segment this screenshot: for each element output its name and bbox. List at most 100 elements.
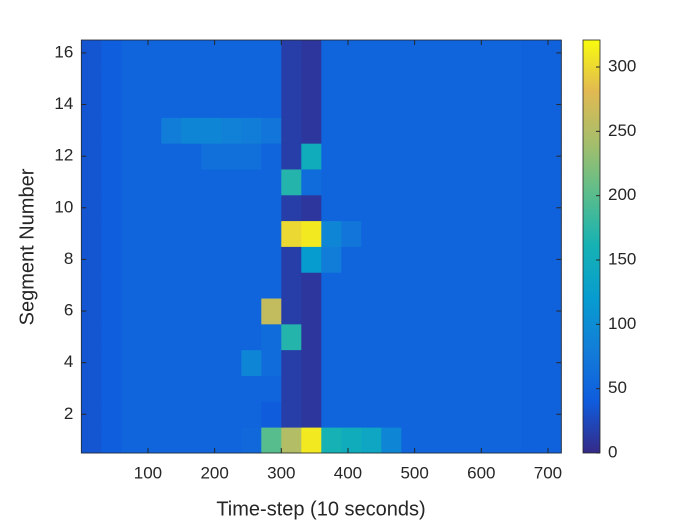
x-axis-label: Time-step (10 seconds)	[216, 498, 425, 520]
heatmap-cell	[421, 401, 442, 428]
heatmap-cell	[281, 91, 302, 118]
heatmap-cell	[401, 323, 422, 351]
heatmap-cell	[261, 220, 282, 247]
heatmap-cell	[361, 272, 382, 299]
heatmap-cell	[541, 246, 562, 273]
heatmap-cell	[521, 220, 542, 247]
heatmap-cell	[121, 246, 142, 273]
heatmap-cell	[121, 194, 142, 222]
heatmap-cell	[361, 427, 382, 454]
heatmap-cell	[401, 375, 422, 402]
heatmap-cell	[221, 349, 242, 376]
heatmap-cell	[301, 143, 322, 170]
heatmap-cell	[261, 375, 282, 402]
heatmap-cell	[261, 143, 282, 170]
heatmap-cell	[261, 349, 282, 376]
heatmap-cell	[461, 272, 482, 299]
heatmap-cell	[221, 375, 242, 402]
heatmap-cell	[461, 40, 482, 67]
heatmap-cell	[141, 91, 162, 118]
heatmap-cell	[161, 298, 182, 325]
heatmap-cell	[421, 117, 442, 144]
heatmap-cell	[181, 375, 202, 402]
heatmap-cell	[221, 220, 242, 247]
heatmap-cell	[241, 323, 262, 351]
colorbar-tick-label: 200	[608, 185, 636, 204]
heatmap-cell	[201, 349, 222, 376]
heatmap-cell	[81, 298, 102, 325]
heatmap-cell	[281, 272, 302, 299]
heatmap-cell	[161, 169, 182, 196]
colorbar-tick-label: 150	[608, 249, 636, 268]
heatmap-cell	[281, 117, 302, 144]
heatmap-cell	[161, 272, 182, 299]
heatmap-cell	[541, 298, 562, 325]
heatmap-cell	[121, 375, 142, 402]
heatmap-cell	[281, 169, 302, 196]
heatmap-cell	[201, 65, 222, 93]
heatmap-cell	[421, 40, 442, 67]
heatmap-cell	[501, 143, 522, 170]
heatmap-cell	[441, 143, 462, 170]
heatmap-cell	[381, 427, 402, 454]
heatmap-cell	[341, 91, 362, 118]
colorbar-tick-label: 300	[608, 57, 636, 76]
heatmap-cell	[241, 65, 262, 93]
heatmap-cell	[101, 169, 122, 196]
heatmap-cell	[361, 349, 382, 376]
heatmap-cell	[281, 143, 302, 170]
heatmap-cell	[261, 65, 282, 93]
heatmap-cell	[161, 246, 182, 273]
heatmap-cell	[541, 272, 562, 299]
heatmap-cell	[521, 40, 542, 67]
heatmap-cell	[501, 401, 522, 428]
heatmap-cell	[181, 323, 202, 351]
heatmap-cell	[461, 401, 482, 428]
heatmap-cell	[421, 220, 442, 247]
heatmap-cell	[241, 143, 262, 170]
heatmap-cell	[221, 401, 242, 428]
heatmap-cell	[181, 91, 202, 118]
heatmap-cell	[101, 40, 122, 67]
heatmap-cell	[361, 143, 382, 170]
heatmap-cell	[381, 40, 402, 67]
heatmap-cell	[201, 117, 222, 144]
heatmap-cell	[501, 246, 522, 273]
heatmap-cell	[541, 323, 562, 351]
heatmap-cell	[421, 65, 442, 93]
heatmap-cell	[301, 349, 322, 376]
heatmap-cell	[241, 349, 262, 376]
heatmap-cell	[541, 349, 562, 376]
heatmap-cell	[481, 40, 502, 67]
heatmap-cell	[161, 194, 182, 222]
heatmap-cell	[261, 117, 282, 144]
heatmap-cell	[81, 323, 102, 351]
heatmap-cell	[461, 194, 482, 222]
heatmap-cell	[121, 323, 142, 351]
heatmap-cell	[201, 169, 222, 196]
heatmap-cell	[541, 40, 562, 67]
heatmap-cell	[481, 272, 502, 299]
x-tick-label: 400	[334, 463, 362, 482]
heatmap-cell	[501, 40, 522, 67]
heatmap-cell	[301, 272, 322, 299]
heatmap-cell	[361, 323, 382, 351]
heatmap-cell	[81, 194, 102, 222]
heatmap-cell	[301, 246, 322, 273]
heatmap-cell	[101, 349, 122, 376]
heatmap-cell	[301, 91, 322, 118]
heatmap-cell	[361, 169, 382, 196]
heatmap-cell	[341, 375, 362, 402]
heatmap-cell	[401, 349, 422, 376]
heatmap-cell	[181, 143, 202, 170]
heatmap-cell	[181, 40, 202, 67]
heatmap-cell	[401, 401, 422, 428]
heatmap-cell	[461, 298, 482, 325]
heatmap-cell	[141, 323, 162, 351]
heatmap-cell	[281, 427, 302, 454]
heatmap-cell	[361, 194, 382, 222]
heatmap-cell	[361, 65, 382, 93]
heatmap-cell	[541, 427, 562, 454]
heatmap-cell	[141, 169, 162, 196]
heatmap-cell	[161, 427, 182, 454]
